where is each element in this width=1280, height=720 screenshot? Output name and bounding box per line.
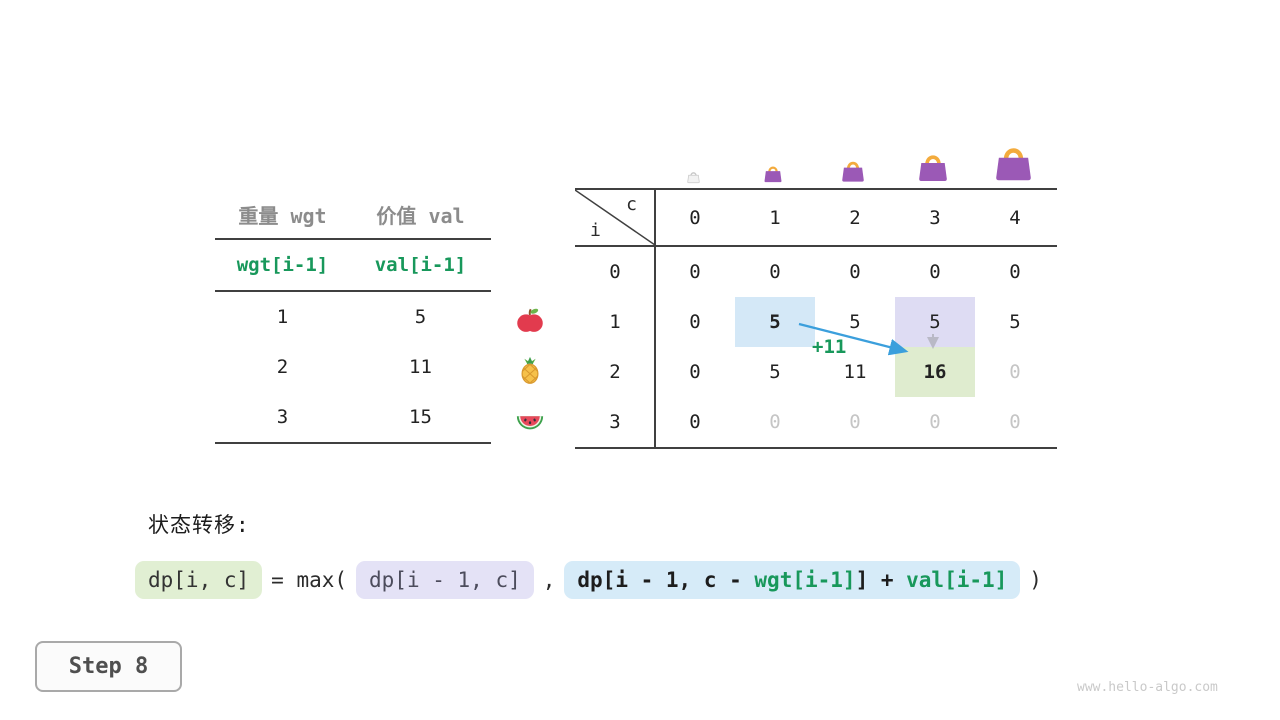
transition-formula: dp[i, c] = max( dp[i - 1, c] , dp[i - 1,… <box>135 561 1051 599</box>
dp-column-header: 2 <box>849 206 861 229</box>
dp-cell: 5 <box>735 297 815 347</box>
items-table-cell: 11 <box>409 356 432 378</box>
dp-table: c i 0 1 2 3 4 0 0 0 0 0 0 1 0 5 5 5 5 2 0 5 11 16 0 3 0 0 0 0 0 <box>575 188 1057 449</box>
dp-cell: 5 <box>769 361 781 383</box>
weight-formula-label: wgt[i-1] <box>236 254 329 276</box>
dp-cell: 0 <box>1009 361 1021 383</box>
dp-cell: 0 <box>1009 411 1021 433</box>
bag-icon <box>839 156 867 184</box>
formula-option1: dp[i - 1, c] <box>356 561 534 599</box>
watermelon-icon <box>515 405 545 435</box>
step-indicator: Step 8 <box>35 641 182 692</box>
pineapple-icon <box>515 355 545 385</box>
dp-cell: 0 <box>929 411 941 433</box>
items-table-header: 重量 wgt 价值 val <box>215 190 491 240</box>
dp-cell: 0 <box>1009 261 1021 283</box>
weight-column-header: 重量 wgt <box>238 203 327 228</box>
transition-title: 状态转移: <box>148 513 250 537</box>
formula-green-term: val[i-1] <box>906 568 1008 592</box>
empty-bag-icon <box>686 169 701 184</box>
dp-column-header: 1 <box>769 206 781 229</box>
formula-close-paren: ) <box>1029 568 1042 592</box>
dp-row-label: 0 <box>609 261 621 283</box>
corner-diagonal-line <box>575 190 655 245</box>
formula-term: ] + <box>855 568 907 592</box>
apple-icon <box>515 305 545 335</box>
dp-cell: 0 <box>689 261 701 283</box>
dp-column-header: 3 <box>929 206 941 229</box>
site-watermark: www.hello-algo.com <box>1077 680 1218 695</box>
dp-cell: 0 <box>769 411 781 433</box>
items-table-row: 2 11 <box>215 342 491 392</box>
items-table: 重量 wgt 价值 val wgt[i-1] val[i-1] 1 5 2 11 3 15 <box>215 190 491 444</box>
dp-cell: 5 <box>895 297 975 347</box>
formula-equals-max: = max( <box>271 568 348 592</box>
dp-cell: 0 <box>689 311 701 333</box>
items-table-subheader: wgt[i-1] val[i-1] <box>215 240 491 292</box>
dp-cell: 0 <box>929 261 941 283</box>
dp-cell: 5 <box>849 311 861 333</box>
dp-row-label: 2 <box>609 361 621 383</box>
items-table-row: 3 15 <box>215 392 491 442</box>
formula-term: dp[i - 1, c - <box>577 568 755 592</box>
dp-table-row: 0 0 0 0 0 0 <box>575 247 1057 297</box>
dp-cell: 0 <box>849 261 861 283</box>
dp-cell: 0 <box>849 411 861 433</box>
items-table-cell: 15 <box>409 406 432 428</box>
bag-icon <box>762 162 784 184</box>
dp-row-label: 1 <box>609 311 621 333</box>
dp-table-row: 3 0 0 0 0 0 <box>575 397 1057 447</box>
dp-table-header: c i 0 1 2 3 4 <box>575 190 1057 247</box>
items-table-cell: 2 <box>276 356 289 378</box>
dp-corner-cell: c i <box>575 190 655 245</box>
capacity-axis-label: c <box>626 194 637 215</box>
dp-cell: 0 <box>689 361 701 383</box>
dp-row-label: 3 <box>609 411 621 433</box>
bag-icon <box>915 148 951 184</box>
formula-lhs: dp[i, c] <box>135 561 263 599</box>
dp-cell: 0 <box>689 411 701 433</box>
dp-cell: 16 <box>895 347 975 397</box>
items-table-body: 1 5 2 11 3 15 <box>215 292 491 444</box>
formula-comma: , <box>542 568 556 592</box>
dp-table-row: 2 0 5 11 16 0 <box>575 347 1057 397</box>
dp-column-header: 0 <box>689 206 701 229</box>
bag-icon <box>991 139 1036 184</box>
formula-green-term: wgt[i-1] <box>754 568 856 592</box>
dp-cell: 11 <box>843 361 867 383</box>
item-axis-label: i <box>590 220 601 241</box>
items-table-cell: 1 <box>276 306 289 328</box>
value-column-header: 价值 val <box>376 203 465 228</box>
dp-cell: 0 <box>769 261 781 283</box>
dp-table-divider <box>654 190 656 447</box>
formula-option2: dp[i - 1, c - wgt[i-1]] + val[i-1] <box>564 561 1021 599</box>
dp-column-header: 4 <box>1009 206 1021 229</box>
value-formula-label: val[i-1] <box>374 254 467 276</box>
added-value-label: +11 <box>812 336 847 358</box>
dp-cell: 5 <box>1009 311 1021 333</box>
items-table-cell: 3 <box>276 406 289 428</box>
items-table-cell: 5 <box>414 306 427 328</box>
